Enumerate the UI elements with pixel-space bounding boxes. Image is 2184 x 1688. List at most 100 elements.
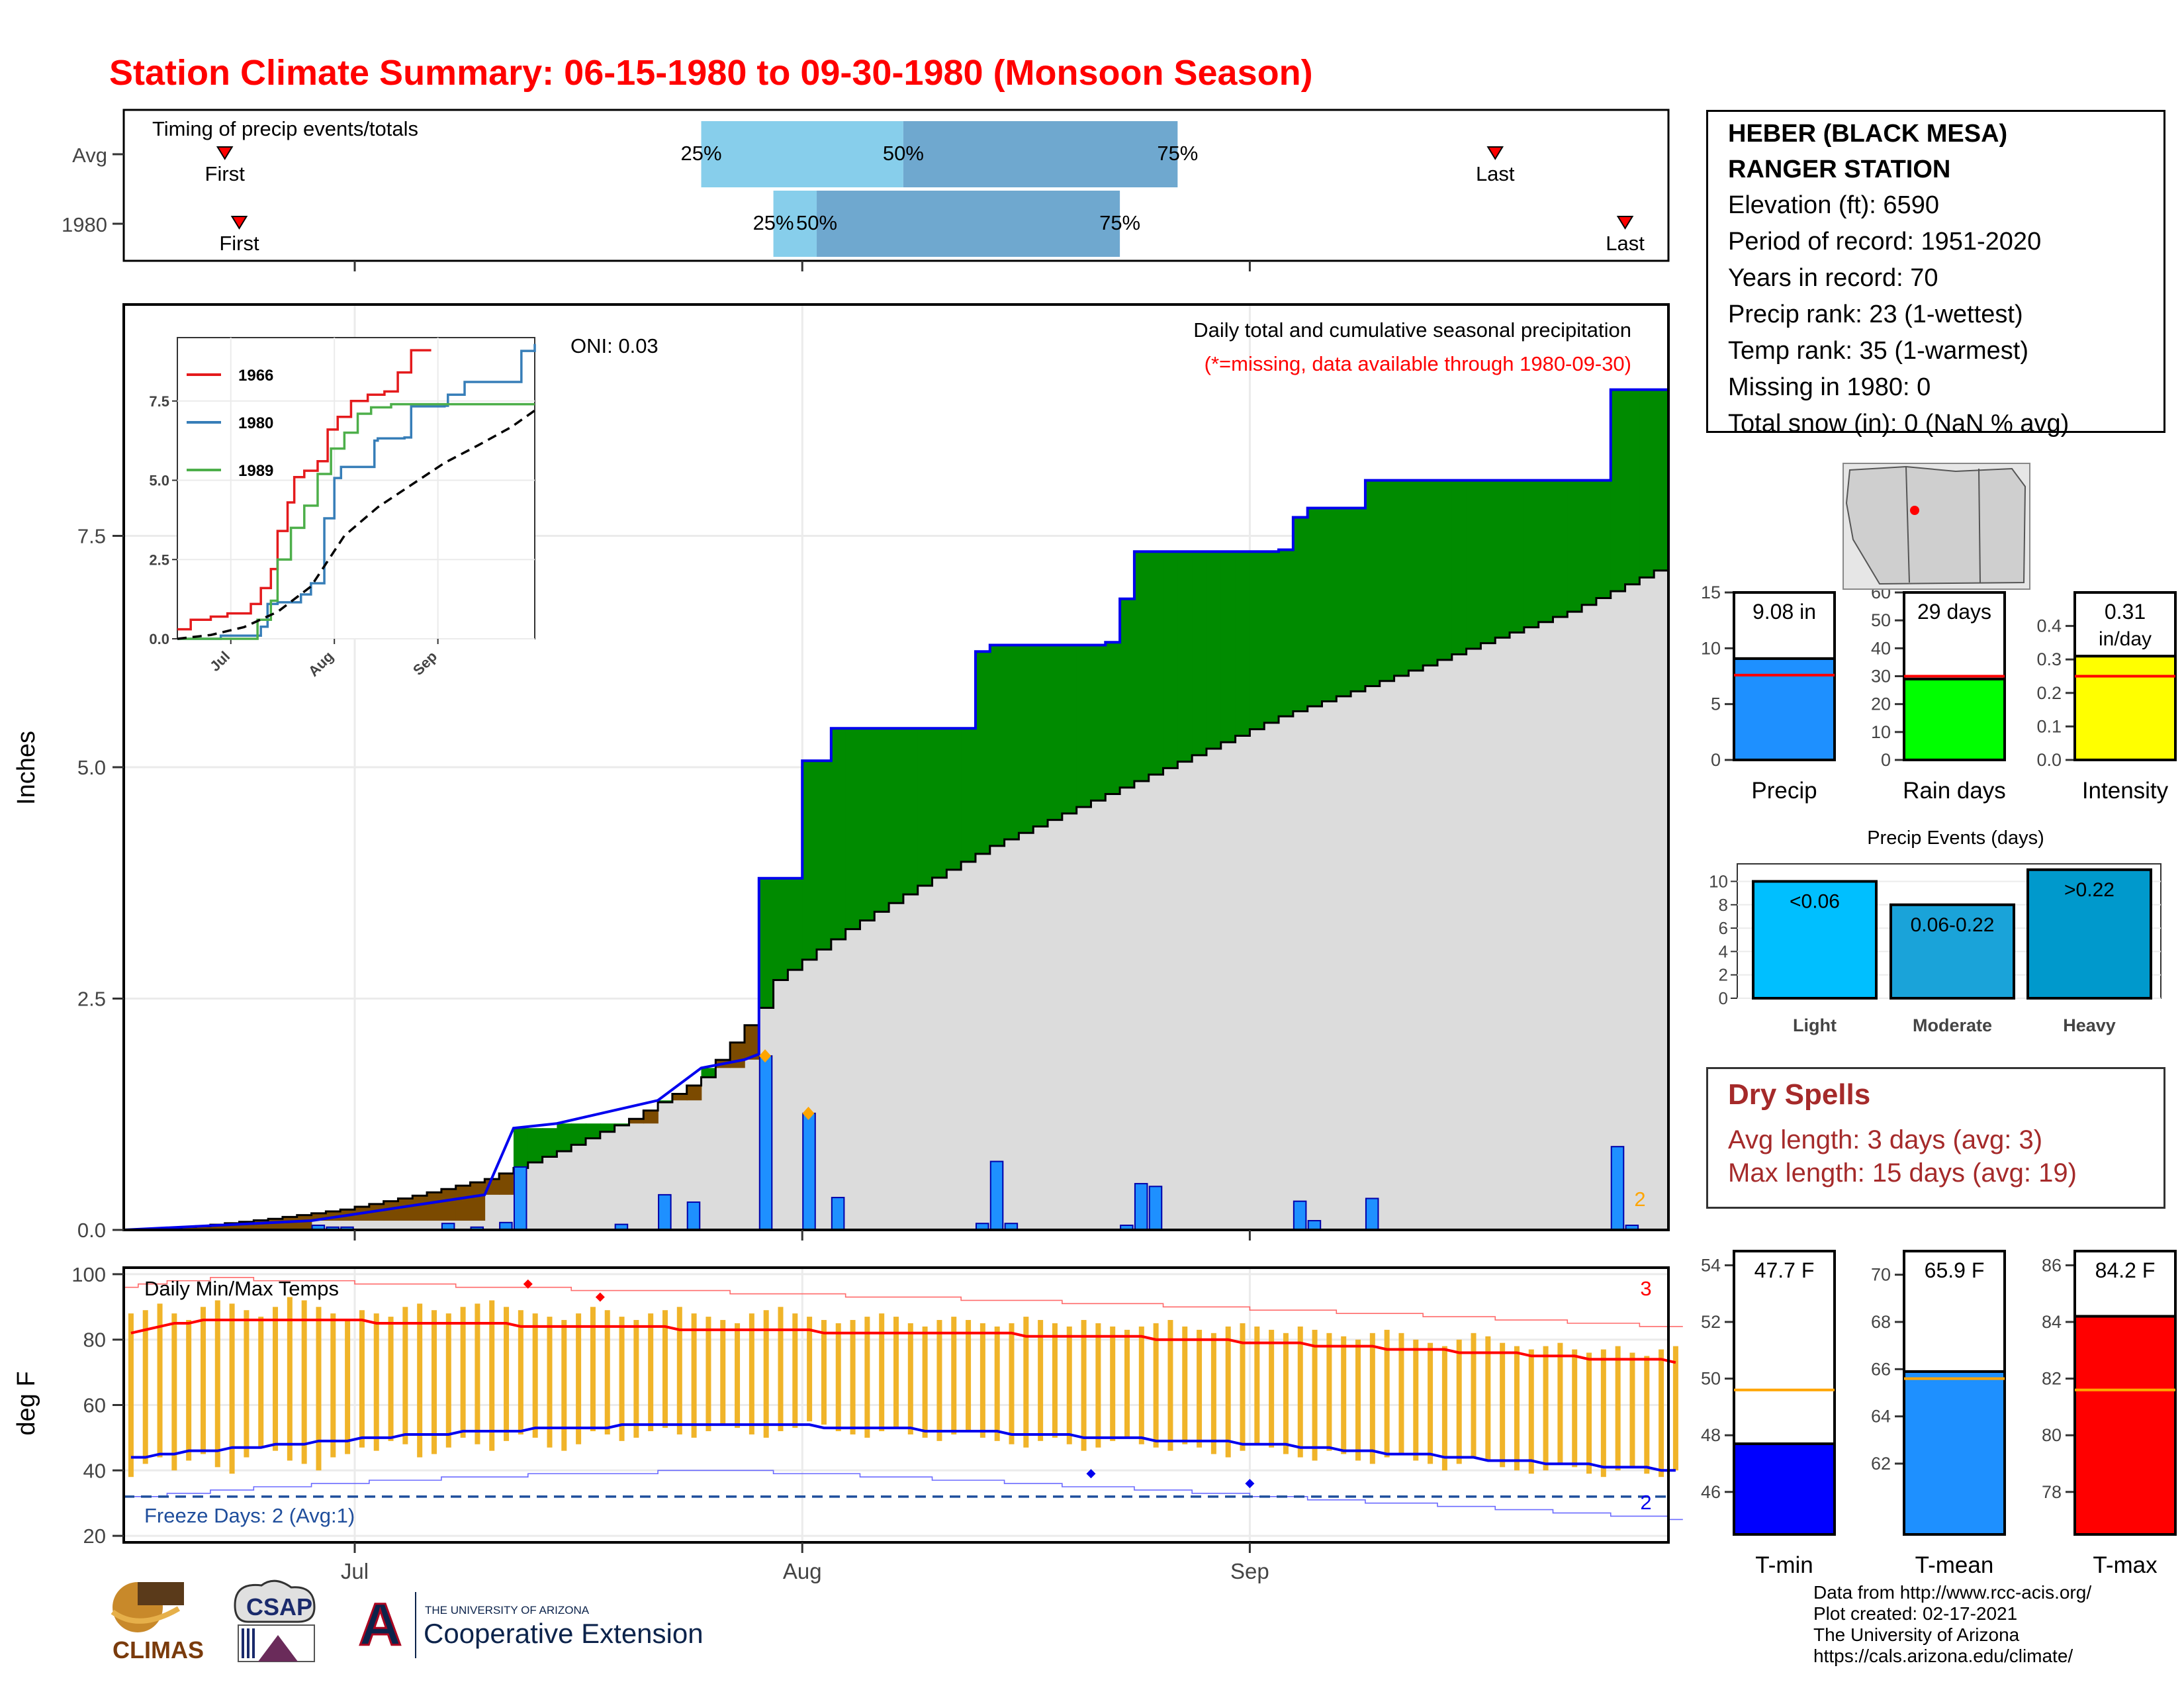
- temp-daily-range-bar: [1514, 1346, 1520, 1471]
- temp-daily-range-bar: [1398, 1333, 1404, 1454]
- temp-daily-range-bar: [330, 1313, 336, 1458]
- inset-series-1980-line: [177, 344, 536, 640]
- precip-daily-bar: [1148, 1186, 1163, 1231]
- timing-q25-q50-box: [773, 191, 817, 257]
- inset-legend-label: 1980: [238, 414, 273, 432]
- events-bar-label: >0.22: [2064, 879, 2115, 901]
- temp-daily-range-bar: [922, 1326, 928, 1438]
- precip-above-avg-fill: [1250, 551, 1265, 729]
- temp-daily-range-bar: [850, 1320, 856, 1434]
- temp-y-tick-label: 20: [83, 1524, 106, 1548]
- precip-below-avg-fill: [383, 1201, 399, 1221]
- precip-above-avg-fill: [1062, 645, 1077, 814]
- dry-spells-box: Dry Spells Avg length: 3 days (avg: 3) M…: [1706, 1067, 2165, 1209]
- temp-daily-range-bar: [994, 1326, 1000, 1441]
- temp-daily-range-bar: [864, 1317, 870, 1438]
- temp-daily-range-bar: [1066, 1326, 1072, 1444]
- temp-daily-range-bar: [1644, 1356, 1650, 1474]
- temp-daily-range-bar: [1197, 1329, 1203, 1448]
- temp-daily-range-bar: [648, 1313, 654, 1432]
- temp-daily-range-bar: [157, 1303, 163, 1458]
- events-y-tick-label: 2: [1719, 965, 1728, 985]
- timing-row-label: 1980: [62, 213, 107, 236]
- temp-daily-range-bar: [1326, 1333, 1332, 1451]
- temp-daily-range-bar: [979, 1323, 985, 1438]
- t-mean-value-bar: [1903, 1370, 2006, 1536]
- events-category-label: Heavy: [2063, 1015, 2116, 1035]
- precip-above-avg-fill: [889, 728, 904, 904]
- precip-above-avg-fill: [1437, 480, 1453, 660]
- t-mean-value-label: 65.9 F: [1925, 1258, 1985, 1282]
- temp-daily-range-bar: [373, 1313, 379, 1451]
- temp-daily-range-bar: [547, 1317, 553, 1448]
- t-mean-y-tick-label: 66: [1871, 1359, 1891, 1379]
- station-name-line2: RANGER STATION: [1728, 156, 1951, 183]
- timing-last-marker: [1486, 146, 1504, 160]
- precip-daily-bar: [758, 1055, 773, 1231]
- station-name-line1: HEBER (BLACK MESA): [1728, 120, 2008, 148]
- temp-record-marker: [595, 1292, 605, 1302]
- temp-daily-range-bar: [1269, 1329, 1275, 1448]
- precip-above-avg-fill: [1163, 551, 1179, 769]
- temp-daily-range-bar: [590, 1307, 596, 1432]
- inset-y-tick-label: 7.5: [149, 393, 169, 410]
- temp-record-marker: [1086, 1469, 1096, 1479]
- precip-above-avg-fill: [527, 1128, 543, 1162]
- temp-daily-range-bar: [345, 1320, 351, 1454]
- timing-q25-q50-box: [701, 121, 903, 187]
- rain-days-y-tick-label: 40: [1871, 638, 1891, 658]
- precip-above-avg-fill: [1639, 389, 1655, 578]
- temp-daily-range-bar: [1225, 1326, 1231, 1458]
- precip-below-avg-fill: [455, 1186, 471, 1221]
- temp-daily-range-bar: [1413, 1339, 1419, 1461]
- t-max-y-tick-label: 78: [2042, 1482, 2062, 1502]
- station-map: [1843, 463, 2030, 590]
- precip-daily-bar: [1134, 1183, 1148, 1231]
- temp-daily-range-bar: [1471, 1333, 1477, 1458]
- rain-days-x-label: Rain days: [1903, 778, 2006, 804]
- temp-daily-range-bar: [316, 1307, 322, 1471]
- precip-above-avg-fill: [1148, 551, 1164, 775]
- precip-above-avg-fill: [1394, 480, 1410, 676]
- precip-above-avg-fill: [1220, 551, 1236, 743]
- precip-above-avg-fill: [1091, 645, 1107, 801]
- precip-below-avg-fill: [268, 1219, 283, 1230]
- temp-daily-range-bar: [1081, 1320, 1087, 1451]
- temp-daily-range-bar: [431, 1310, 437, 1454]
- timing-q50-q75-box: [903, 121, 1178, 187]
- precip-above-avg-fill: [1567, 480, 1582, 612]
- inset-series-1966-line: [177, 349, 432, 631]
- temp-daily-range-bar: [1095, 1323, 1101, 1448]
- t-max-y-tick-label: 82: [2042, 1369, 2062, 1389]
- precip-above-avg-fill: [989, 645, 1005, 846]
- precip-below-avg-fill: [296, 1215, 312, 1230]
- temp-record-min-line: [124, 1470, 1683, 1521]
- inset-y-tick-label: 2.5: [149, 551, 169, 568]
- temp-daily-range-bar: [128, 1313, 134, 1477]
- precip-above-avg-fill: [802, 761, 817, 960]
- temp-daily-range-bar: [1254, 1326, 1260, 1444]
- temp-daily-range-bar: [604, 1310, 610, 1434]
- temp-daily-range-bar: [171, 1313, 177, 1471]
- precip-below-avg-fill: [643, 1110, 659, 1124]
- temp-daily-range-bar: [1023, 1317, 1029, 1448]
- precip-above-avg-fill: [773, 878, 789, 980]
- timing-last-label: Last: [1476, 162, 1515, 185]
- precip-below-avg-fill: [282, 1217, 298, 1230]
- precip-below-avg-fill: [427, 1192, 442, 1221]
- precip-total-frame: [1733, 591, 1836, 660]
- precip-chart-subtitle: (*=missing, data available through 1980-…: [1205, 352, 1631, 375]
- precip-above-avg-fill: [1553, 480, 1569, 617]
- temp-daily-range-bar: [532, 1313, 538, 1438]
- temp-daily-range-bar: [214, 1300, 220, 1468]
- precip-above-avg-fill: [1004, 645, 1020, 840]
- credit-data-source: Data from http://www.rcc-acis.org/: [1813, 1582, 2092, 1603]
- precip-above-avg-fill: [1495, 480, 1510, 638]
- temp-daily-range-bar: [301, 1300, 307, 1464]
- temp-daily-range-bar: [258, 1317, 264, 1448]
- timing-first-marker: [216, 146, 234, 160]
- t-mean-y-tick-label: 64: [1871, 1407, 1891, 1427]
- temp-daily-range-bar: [893, 1317, 899, 1429]
- temp-daily-range-bar: [720, 1320, 726, 1425]
